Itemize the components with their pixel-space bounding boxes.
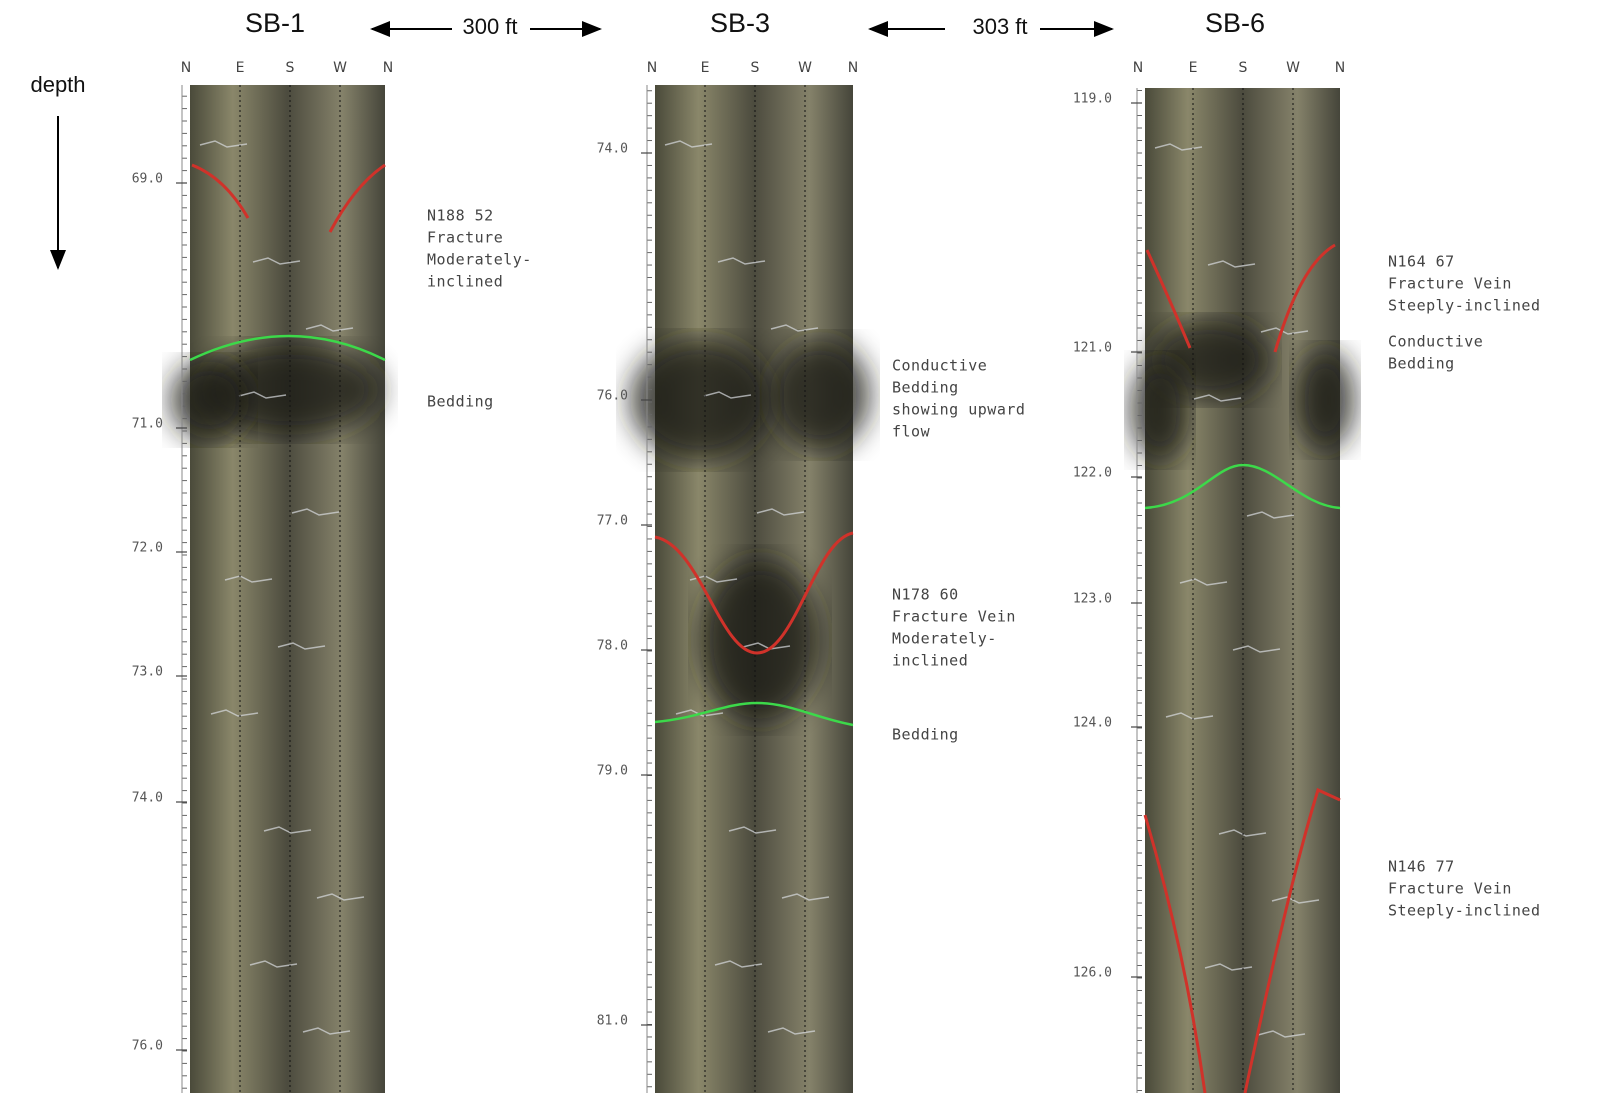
borehole-log: SB-6 N E S W N 119.0 121.0 122.0 123.0 124.0 126.0 N… bbox=[1073, 8, 1541, 1093]
log-title: SB-3 bbox=[710, 8, 770, 38]
compass-label: W bbox=[1286, 60, 1300, 76]
annotation: flow bbox=[892, 423, 931, 441]
log-title: SB-6 bbox=[1205, 8, 1265, 38]
depth-tick-label: 72.0 bbox=[132, 541, 163, 556]
annotation: Moderately- bbox=[427, 251, 532, 269]
depth-tick-label: 77.0 bbox=[597, 514, 628, 529]
annotation: Moderately- bbox=[892, 630, 997, 648]
depth-tick-label: 119.0 bbox=[1073, 92, 1112, 107]
compass-label: N bbox=[848, 60, 858, 76]
depth-tick-label: 78.0 bbox=[597, 639, 628, 654]
annotation: Bedding bbox=[1388, 355, 1455, 373]
compass-label: E bbox=[1189, 60, 1198, 76]
figure: depth 300 ft 303 ft SB-1 N E S W N 69.0 71.0 72.… bbox=[0, 0, 1619, 1093]
distance-label: 303 ft bbox=[972, 14, 1027, 39]
depth-tick-label: 74.0 bbox=[597, 142, 628, 157]
dark-zone bbox=[770, 340, 870, 450]
borehole-log: SB-1 N E S W N 69.0 71.0 72.0 73.0 74.0 76.0 N188 52… bbox=[132, 8, 532, 1093]
annotation: Conductive bbox=[892, 357, 987, 375]
annotation: Bedding bbox=[892, 379, 959, 397]
annotation: N178 60 bbox=[892, 586, 959, 604]
depth-tick-label: 124.0 bbox=[1073, 716, 1112, 731]
annotation: showing upward bbox=[892, 401, 1025, 419]
annotation: inclined bbox=[427, 273, 503, 291]
dark-zone bbox=[1295, 350, 1355, 450]
annotation: Fracture Vein bbox=[1388, 880, 1512, 898]
depth-tick-label: 71.0 bbox=[132, 417, 163, 432]
borehole-image bbox=[190, 85, 385, 1093]
compass-label: W bbox=[798, 60, 812, 76]
borehole-log: SB-3 N E S W N 74.0 76.0 77.0 78.0 79.0 81.0 Conduct… bbox=[597, 8, 1026, 1093]
depth-tick-label: 73.0 bbox=[132, 665, 163, 680]
compass-label: E bbox=[236, 60, 245, 76]
depth-tick-label: 76.0 bbox=[132, 1039, 163, 1054]
dark-zone bbox=[700, 560, 820, 720]
annotation: Conductive bbox=[1388, 333, 1483, 351]
compass-label: N bbox=[1335, 60, 1345, 76]
annotation: Fracture bbox=[427, 229, 503, 247]
annotation: Fracture Vein bbox=[892, 608, 1016, 626]
annotation: Fracture Vein bbox=[1388, 275, 1512, 293]
compass-label: E bbox=[701, 60, 710, 76]
depth-tick-label: 122.0 bbox=[1073, 466, 1112, 481]
compass-label: N bbox=[1133, 60, 1143, 76]
depth-tick-label: 76.0 bbox=[597, 389, 628, 404]
annotation: Steeply-inclined bbox=[1388, 902, 1541, 920]
compass-label: S bbox=[1239, 60, 1248, 76]
log-title: SB-1 bbox=[245, 8, 305, 38]
distance-label: 300 ft bbox=[462, 14, 517, 39]
annotation: N188 52 bbox=[427, 207, 494, 225]
annotation: Steeply-inclined bbox=[1388, 297, 1541, 315]
compass-label: S bbox=[751, 60, 760, 76]
compass-label: S bbox=[286, 60, 295, 76]
depth-tick-label: 79.0 bbox=[597, 764, 628, 779]
depth-tick-label: 81.0 bbox=[597, 1014, 628, 1029]
dark-zone bbox=[1130, 360, 1190, 460]
compass-label: N bbox=[181, 60, 191, 76]
compass-label: W bbox=[333, 60, 347, 76]
depth-tick-label: 69.0 bbox=[132, 172, 163, 187]
depth-tick-label: 74.0 bbox=[132, 791, 163, 806]
compass-label: N bbox=[647, 60, 657, 76]
annotation: inclined bbox=[892, 652, 968, 670]
depth-label: depth bbox=[30, 72, 85, 97]
page: depth 300 ft 303 ft SB-1 N E S W N 69.0 71.0 72.… bbox=[0, 0, 1619, 1093]
annotation: N164 67 bbox=[1388, 253, 1455, 271]
compass-label: N bbox=[383, 60, 393, 76]
depth-tick-label: 126.0 bbox=[1073, 966, 1112, 981]
depth-tick-label: 123.0 bbox=[1073, 592, 1112, 607]
annotation: Bedding bbox=[892, 726, 959, 744]
annotation: N146 77 bbox=[1388, 858, 1455, 876]
depth-tick-label: 121.0 bbox=[1073, 341, 1112, 356]
annotation: Bedding bbox=[427, 393, 494, 411]
